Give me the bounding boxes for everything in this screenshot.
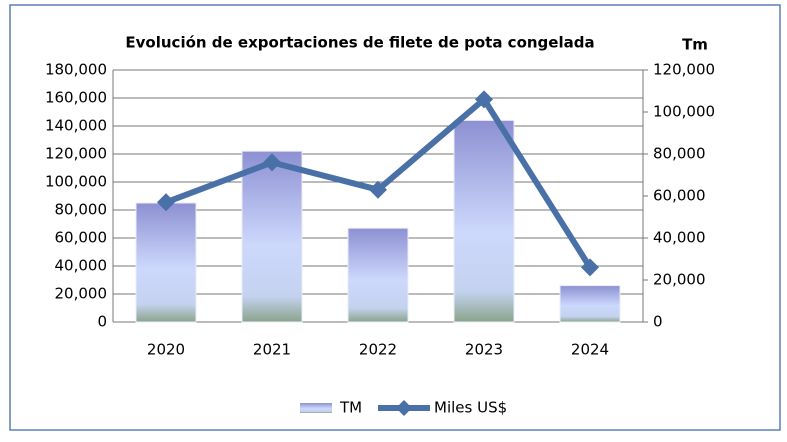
y2-tick-label: 60,000 — [653, 187, 706, 205]
line-marker — [581, 258, 599, 277]
line-marker — [369, 180, 387, 199]
x-tick-label: 2020 — [147, 341, 185, 359]
y-tick-label: 20,000 — [55, 285, 108, 303]
bar — [135, 202, 197, 323]
y-tick-label: 120,000 — [45, 145, 107, 163]
bar — [347, 227, 409, 323]
x-tick-label: 2021 — [253, 341, 291, 359]
y-tick-label: 80,000 — [55, 201, 108, 219]
line-marker — [157, 193, 175, 212]
y-tick-label: 100,000 — [45, 173, 107, 191]
y-tick-label: 60,000 — [55, 229, 108, 247]
bar — [241, 150, 303, 323]
x-tick-label: 2022 — [359, 341, 397, 359]
legend-label: TM — [339, 399, 362, 417]
legend-marker — [396, 400, 412, 416]
y2-axis-label: Tm — [682, 36, 708, 54]
y2-tick-label: 120,000 — [653, 61, 715, 79]
y-tick-label: 140,000 — [45, 117, 107, 135]
chart-title: Evolución de exportaciones de filete de … — [125, 34, 594, 52]
y-tick-label: 40,000 — [55, 257, 108, 275]
x-tick-label: 2023 — [465, 341, 503, 359]
bar — [559, 285, 621, 323]
y2-tick-label: 0 — [653, 313, 663, 331]
y2-tick-label: 100,000 — [653, 103, 715, 121]
y2-tick-label: 40,000 — [653, 229, 706, 247]
line-marker — [475, 90, 493, 109]
y-tick-label: 160,000 — [45, 89, 107, 107]
legend-swatch — [300, 403, 332, 413]
y-tick-label: 0 — [97, 313, 107, 331]
line-marker — [263, 153, 281, 172]
legend-label: Miles US$ — [434, 399, 507, 417]
y-tick-label: 180,000 — [45, 61, 107, 79]
bar — [453, 119, 515, 323]
x-tick-label: 2024 — [571, 341, 609, 359]
y2-tick-label: 20,000 — [653, 271, 706, 289]
y2-tick-label: 80,000 — [653, 145, 706, 163]
